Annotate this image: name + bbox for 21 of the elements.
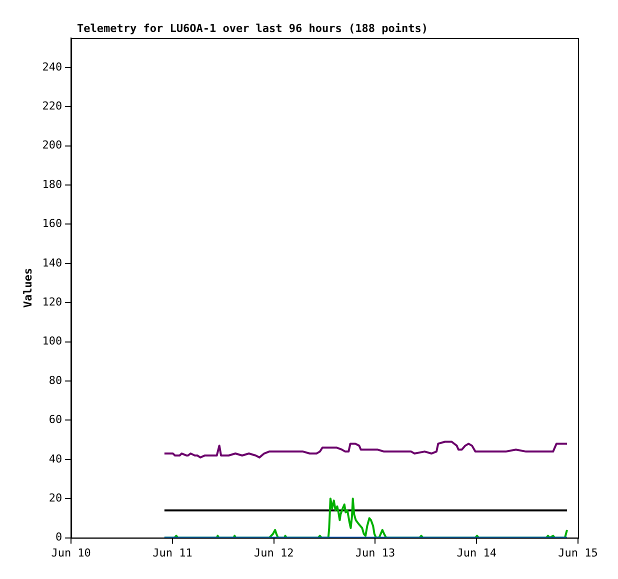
y-tick-label: 240 xyxy=(42,60,62,74)
chart-title: Telemetry for LU6OA-1 over last 96 hours (188 points) xyxy=(77,22,428,35)
y-tick-label: 0 xyxy=(55,530,62,544)
y-tick-label: 100 xyxy=(42,334,62,348)
x-tick-label: Jun 12 xyxy=(254,546,294,560)
x-tick-label: Jun 13 xyxy=(355,546,396,560)
x-tick-label: Jun 15 xyxy=(558,546,598,560)
x-tick-label: Jun 10 xyxy=(51,546,91,560)
y-tick-label: 60 xyxy=(48,413,62,426)
y-tick-label: 180 xyxy=(42,178,62,191)
y-tick-label: 160 xyxy=(42,217,62,230)
y-tick-label: 120 xyxy=(42,295,62,308)
y-tick-label: 40 xyxy=(48,452,62,466)
x-tick-label: Jun 11 xyxy=(152,546,192,560)
y-tick-label: 220 xyxy=(42,99,62,112)
y-axis-title: Values xyxy=(21,268,34,308)
y-tick-label: 200 xyxy=(42,138,62,152)
y-tick-label: 80 xyxy=(48,374,62,387)
y-tick-label: 20 xyxy=(48,491,62,504)
x-tick-label: Jun 14 xyxy=(456,546,497,560)
y-tick-label: 140 xyxy=(42,256,62,270)
